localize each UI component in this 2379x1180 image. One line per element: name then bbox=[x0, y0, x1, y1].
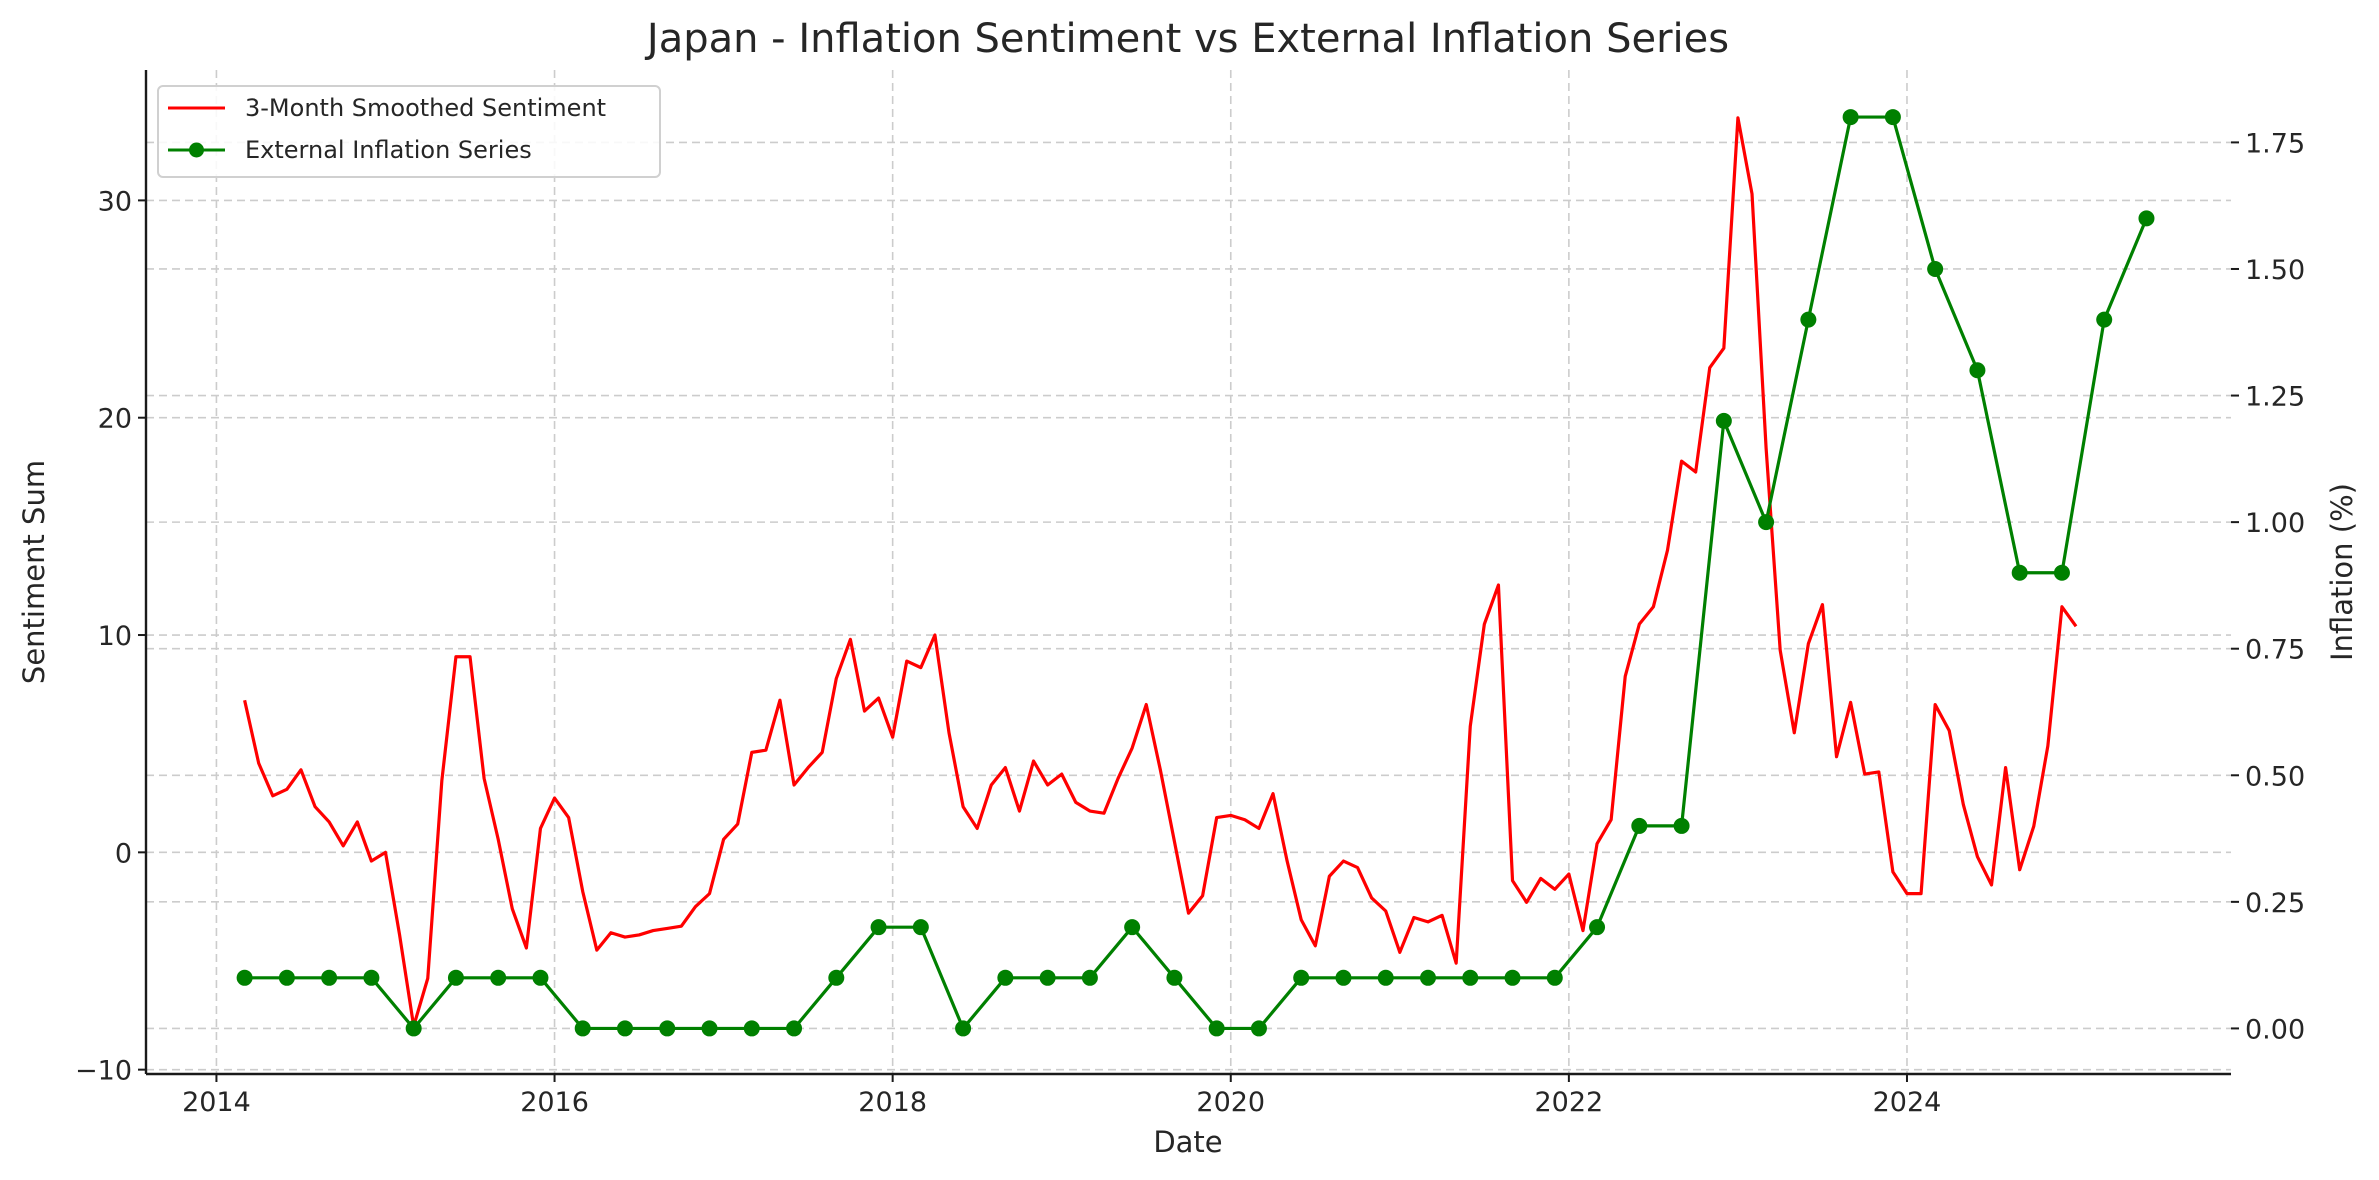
inflation-point bbox=[363, 969, 380, 986]
axes: 2014 2016 2018 2020 2022 2024 −10 0 10 20 30 0.00 0.… bbox=[75, 70, 2305, 1118]
inflation-point bbox=[532, 969, 549, 986]
inflation-point bbox=[1166, 969, 1183, 986]
chart-title: Japan - Inflation Sentiment vs External … bbox=[644, 16, 1729, 62]
inflation-point bbox=[574, 1020, 591, 1037]
inflation-point bbox=[1419, 969, 1436, 986]
x-axis-label: Date bbox=[1153, 1125, 1222, 1159]
inflation-point bbox=[1293, 969, 1310, 986]
inflation-point bbox=[701, 1020, 718, 1037]
x-tick-label: 2022 bbox=[1535, 1087, 1604, 1118]
inflation-point bbox=[1377, 969, 1394, 986]
inflation-point bbox=[1039, 969, 1056, 986]
inflation-point bbox=[1335, 969, 1352, 986]
x-tick-label: 2018 bbox=[858, 1087, 927, 1118]
inflation-point bbox=[1504, 969, 1521, 986]
inflation-point bbox=[2096, 311, 2113, 328]
inflation-point bbox=[1250, 1020, 1267, 1037]
inflation-point bbox=[321, 969, 338, 986]
inflation-point bbox=[278, 969, 295, 986]
inflation-point bbox=[447, 969, 464, 986]
y-tick-label-right: 0.75 bbox=[2245, 635, 2305, 666]
inflation-point bbox=[1884, 109, 1901, 126]
y-tick-label-right: 0.50 bbox=[2245, 761, 2305, 792]
inflation-point bbox=[997, 969, 1014, 986]
inflation-point bbox=[828, 969, 845, 986]
x-tick-label: 2014 bbox=[182, 1087, 251, 1118]
inflation-point bbox=[659, 1020, 676, 1037]
legend-label-sentiment: 3-Month Smoothed Sentiment bbox=[245, 94, 606, 122]
y-tick-label-left: 30 bbox=[98, 186, 132, 217]
inflation-point bbox=[1673, 817, 1690, 834]
inflation-point bbox=[1715, 412, 1732, 429]
inflation-point bbox=[870, 919, 887, 936]
legend: 3-Month Smoothed Sentiment External Infl… bbox=[157, 85, 661, 178]
series-layer bbox=[236, 109, 2155, 1037]
inflation-point bbox=[1208, 1020, 1225, 1037]
y-tick-label-right: 1.00 bbox=[2245, 508, 2305, 539]
y-axis-label-left: Sentiment Sum bbox=[17, 460, 51, 684]
x-tick-label: 2024 bbox=[1873, 1087, 1942, 1118]
y-tick-label-left: 20 bbox=[98, 404, 132, 435]
inflation-point bbox=[2138, 210, 2155, 227]
inflation-point bbox=[616, 1020, 633, 1037]
y-tick-label-right: 1.75 bbox=[2245, 128, 2305, 159]
inflation-point bbox=[2053, 564, 2070, 581]
y-axis-label-right: Inflation (%) bbox=[2325, 483, 2359, 661]
y-tick-label-right: 1.50 bbox=[2245, 255, 2305, 286]
inflation-point bbox=[743, 1020, 760, 1037]
inflation-point bbox=[912, 919, 929, 936]
sentiment-line bbox=[243, 116, 2078, 1028]
inflation-point bbox=[1758, 514, 1775, 531]
inflation-point bbox=[236, 969, 253, 986]
inflation-point bbox=[1969, 362, 1986, 379]
inflation-point bbox=[1124, 919, 1141, 936]
inflation-point bbox=[1462, 969, 1479, 986]
inflation-point bbox=[1081, 969, 1098, 986]
inflation-point bbox=[405, 1020, 422, 1037]
inflation-point bbox=[2011, 564, 2028, 581]
y-tick-label-left: 0 bbox=[115, 838, 132, 869]
y-tick-label-right: 0.00 bbox=[2245, 1014, 2305, 1045]
inflation-point bbox=[490, 969, 507, 986]
inflation-point bbox=[955, 1020, 972, 1037]
x-tick-label: 2016 bbox=[520, 1087, 589, 1118]
inflation-point bbox=[786, 1020, 803, 1037]
inflation-point bbox=[1589, 919, 1606, 936]
y-tick-label-right: 0.25 bbox=[2245, 888, 2305, 919]
y-tick-label-left: 10 bbox=[98, 621, 132, 652]
inflation-point bbox=[1842, 109, 1859, 126]
legend-box bbox=[157, 85, 661, 178]
legend-label-inflation: External Inflation Series bbox=[245, 136, 532, 164]
x-tick-label: 2020 bbox=[1196, 1087, 1265, 1118]
inflation-point bbox=[1631, 817, 1648, 834]
legend-marker-inflation bbox=[189, 142, 204, 158]
grid bbox=[146, 70, 2231, 1074]
inflation-point bbox=[1800, 311, 1817, 328]
inflation-line bbox=[244, 115, 2148, 1031]
inflation-point bbox=[1546, 969, 1563, 986]
y-tick-label-left: −10 bbox=[75, 1056, 132, 1087]
inflation-point bbox=[1927, 260, 1944, 277]
y-tick-label-right: 1.25 bbox=[2245, 382, 2305, 413]
